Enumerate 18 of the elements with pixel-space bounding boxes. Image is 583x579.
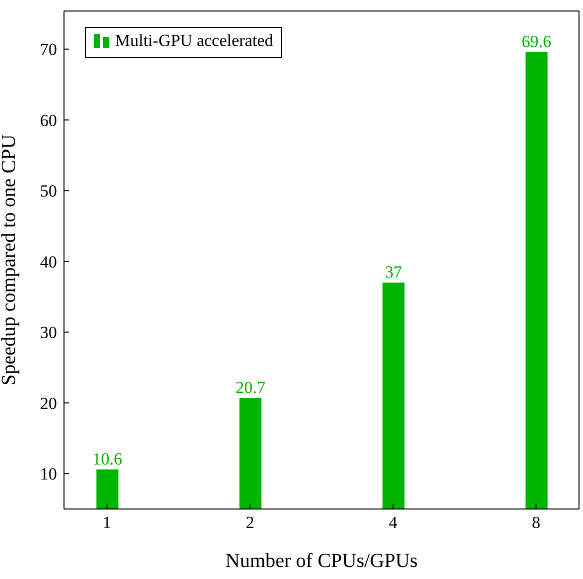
x-tick-label: 1 xyxy=(102,513,112,532)
y-tick-label: 30 xyxy=(40,323,57,342)
y-tick-label: 70 xyxy=(40,40,57,60)
y-tick-label: 40 xyxy=(40,252,57,272)
data-label: 69.6 xyxy=(522,32,552,52)
y-tick-label: 60 xyxy=(40,110,57,130)
y-tick-label: 20 xyxy=(40,394,57,413)
x-tick-label: 8 xyxy=(532,513,540,532)
data-label: 37 xyxy=(385,262,402,282)
x-axis-title: Number of CPUs/GPUs xyxy=(225,550,418,572)
y-tick-label: 10 xyxy=(40,464,57,484)
y-tick-label: 50 xyxy=(40,182,57,201)
x-tick-label: 2 xyxy=(246,513,254,532)
data-label: 10.6 xyxy=(92,449,122,468)
legend-label: Multi-GPU accelerated xyxy=(114,31,274,51)
y-axis-title: Speedup compared to one CPU xyxy=(0,134,20,386)
data-label: 20.7 xyxy=(236,378,266,397)
x-tick-label: 4 xyxy=(388,513,398,532)
